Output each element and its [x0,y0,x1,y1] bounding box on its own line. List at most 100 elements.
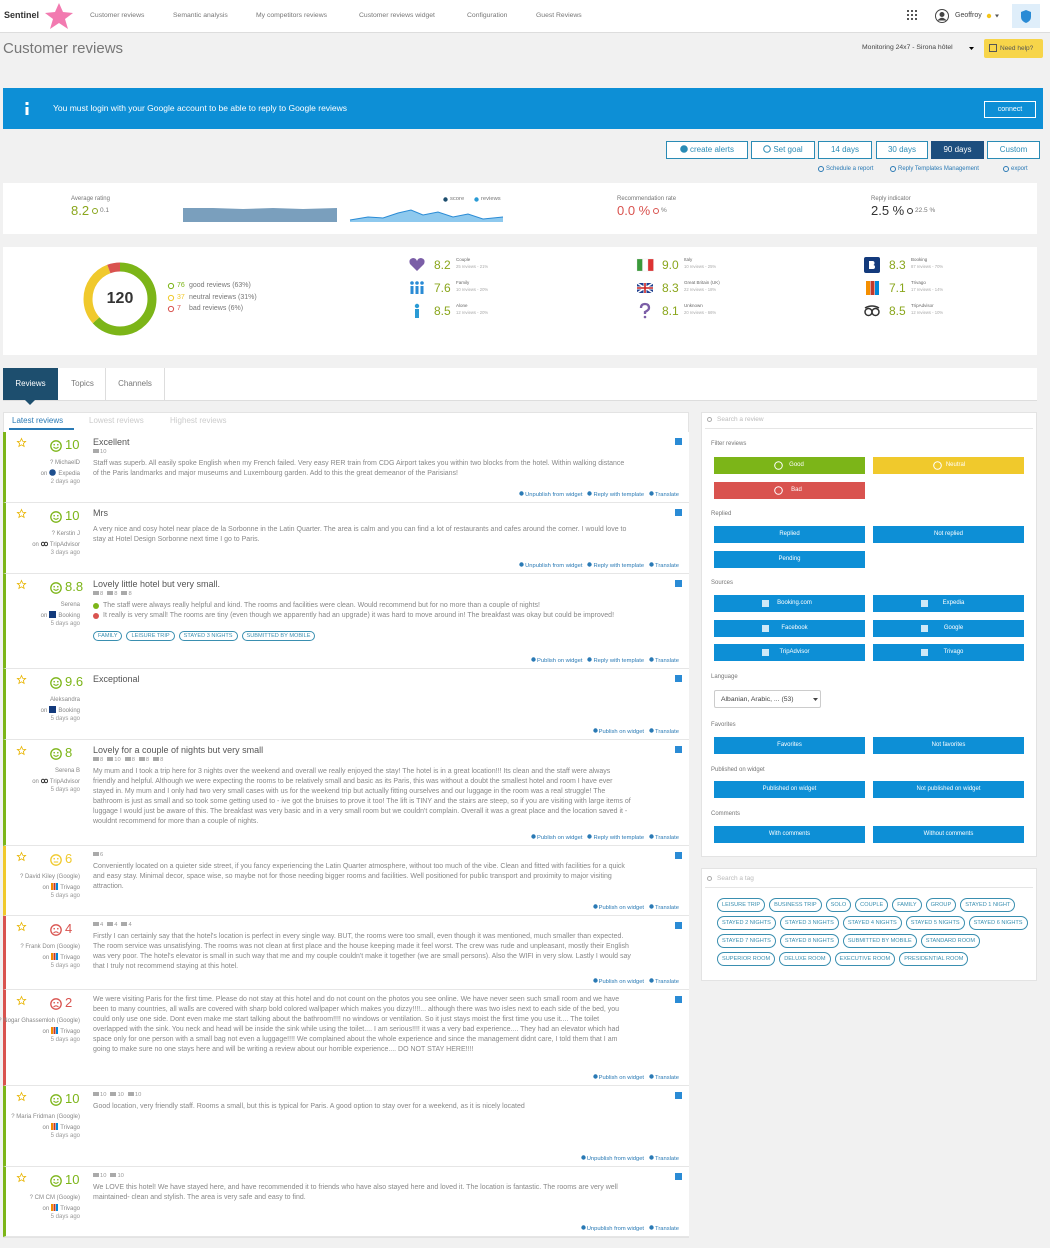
sub-tab[interactable]: Lowest reviews [89,416,144,425]
favorite-star[interactable] [16,921,27,932]
review-tag[interactable]: SUBMITTED BY MOBILE [241,631,316,641]
filter-button[interactable]: Pending [714,551,865,568]
toolbar-button[interactable]: create alerts [666,141,748,159]
filter-tag[interactable]: EXECUTIVE ROOM [834,952,896,966]
filter-tag[interactable]: BUSINESS TRIP [769,898,822,912]
nav-item[interactable]: Customer reviews [90,12,145,19]
toolbar-button[interactable]: 30 days [876,141,928,159]
delete-icon[interactable] [675,438,682,445]
action-link[interactable]: Unpublish from widget [586,1226,645,1232]
search-input[interactable]: Search a review [705,413,1033,429]
favorite-star[interactable] [16,851,27,862]
action-link[interactable]: Translate [655,835,679,841]
tab[interactable]: Topics [60,368,106,400]
delete-icon[interactable] [675,922,682,929]
toolbar-button[interactable]: 90 days [931,141,984,159]
filter-button[interactable]: Good [714,457,865,474]
filter-tag[interactable]: LEISURE TRIP [717,898,766,912]
delete-icon[interactable] [675,580,682,587]
toolbar-link[interactable]: Schedule a report [826,166,874,172]
filter-tag[interactable]: STAYED 1 NIGHT [960,898,1016,912]
action-link[interactable]: Reply with template [593,658,645,664]
filter-button[interactable]: Trivago [873,644,1024,661]
filter-tag[interactable]: SOLO [825,898,852,912]
delete-icon[interactable] [675,509,682,516]
filter-button[interactable]: Not favorites [873,737,1024,754]
filter-button[interactable]: TripAdvisor [714,644,865,661]
action-link[interactable]: Publish on widget [598,729,645,735]
filter-button[interactable]: Bad [714,482,865,499]
toolbar-button[interactable]: Set goal [751,141,815,159]
action-link[interactable]: Reply with template [593,492,645,498]
favorite-star[interactable] [16,508,27,519]
toolbar-link[interactable]: Reply Templates Management [898,166,979,172]
shield-button[interactable] [1012,4,1040,28]
filter-tag[interactable]: GROUP [925,898,957,912]
filter-tag[interactable]: PRESIDENTIAL ROOM [899,952,969,966]
review-tag[interactable]: LEISURE TRIP [126,631,175,641]
filter-tag[interactable]: SUPERIOR ROOM [717,952,776,966]
favorite-star[interactable] [16,995,27,1006]
sub-tab[interactable]: Latest reviews [12,416,64,425]
action-link[interactable]: Reply with template [593,563,645,569]
filter-button[interactable]: Replied [714,526,865,543]
filter-tag[interactable]: STAYED 7 NIGHTS [717,934,776,948]
help-button[interactable]: Need help? [984,39,1043,58]
favorite-star[interactable] [16,579,27,590]
action-link[interactable]: Publish on widget [537,658,583,664]
toolbar-link[interactable]: export [1011,166,1028,172]
filter-button[interactable]: Published on widget [714,781,865,798]
filter-tag[interactable]: STAYED 3 NIGHTS [779,916,839,930]
nav-item[interactable]: Guest Reviews [536,12,582,19]
action-link[interactable]: Translate [655,1156,679,1162]
toolbar-button[interactable]: Custom [987,141,1040,159]
action-link[interactable]: Translate [655,1226,679,1232]
favorite-star[interactable] [16,745,27,756]
action-link[interactable]: Translate [655,658,679,664]
delete-icon[interactable] [675,746,682,753]
delete-icon[interactable] [675,1092,682,1099]
action-link[interactable]: Reply with template [593,835,645,841]
delete-icon[interactable] [675,852,682,859]
favorite-star[interactable] [16,437,27,448]
action-link[interactable]: Translate [655,563,679,569]
action-link[interactable]: Translate [655,905,679,911]
filter-button[interactable]: Not published on widget [873,781,1024,798]
action-link[interactable]: Unpublish from widget [586,1156,645,1162]
filter-tag[interactable]: STAYED 4 NIGHTS [842,916,902,930]
user-name[interactable]: Geoffroy [955,12,982,19]
sub-tab[interactable]: Highest reviews [170,416,227,425]
connect-button[interactable]: connect [984,101,1036,118]
filter-button[interactable]: Booking.com [714,595,865,612]
toolbar-button[interactable]: 14 days [818,141,872,159]
filter-tag[interactable]: STANDARD ROOM [920,934,981,948]
filter-button[interactable]: With comments [714,826,865,843]
filter-button[interactable]: Without comments [873,826,1024,843]
action-link[interactable]: Publish on widget [537,835,583,841]
filter-tag[interactable]: STAYED 2 NIGHTS [717,916,776,930]
action-link[interactable]: Unpublish from widget [525,563,583,569]
delete-icon[interactable] [675,996,682,1003]
filter-tag[interactable]: DELUXE ROOM [779,952,831,966]
filter-button[interactable]: Expedia [873,595,1024,612]
filter-button[interactable]: Neutral [873,457,1024,474]
action-link[interactable]: Publish on widget [598,905,645,911]
nav-item[interactable]: Semantic analysis [173,12,228,19]
avatar[interactable] [935,9,949,23]
property-select[interactable]: Monitoring 24x7 - Sirona hôtel [862,44,953,51]
action-link[interactable]: Translate [655,979,679,985]
review-tag[interactable]: FAMILY [93,631,123,641]
filter-tag[interactable]: COUPLE [855,898,889,912]
action-link[interactable]: Publish on widget [598,1075,645,1081]
delete-icon[interactable] [675,1173,682,1180]
nav-item[interactable]: My competitors reviews [256,12,328,19]
filter-button[interactable]: Favorites [714,737,865,754]
tab[interactable]: Channels [106,368,165,400]
nav-item[interactable]: Customer reviews widget [359,12,435,19]
filter-tag[interactable]: STAYED 6 NIGHTS [968,916,1028,930]
action-link[interactable]: Translate [655,729,679,735]
nav-item[interactable]: Configuration [467,12,508,19]
filter-button[interactable]: Facebook [714,619,865,637]
action-link[interactable]: Unpublish from widget [525,492,583,498]
filter-tag[interactable]: SUBMITTED BY MOBILE [842,934,917,948]
